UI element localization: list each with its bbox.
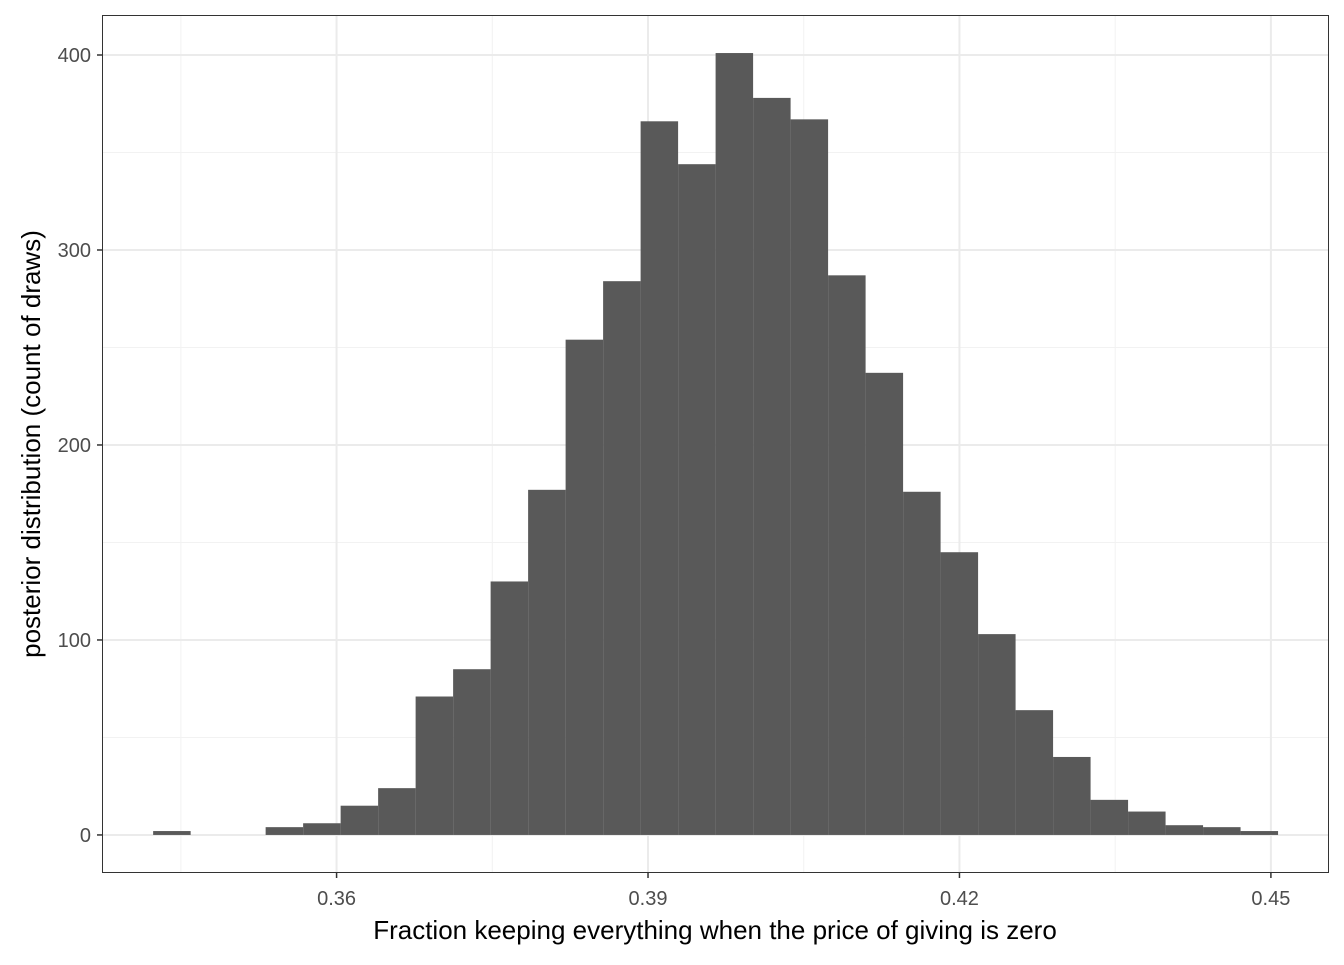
histogram-bar — [378, 788, 416, 835]
histogram-bar — [340, 805, 379, 835]
histogram-bar — [790, 119, 829, 835]
x-axis: 0.36 0.39 0.42 0.45 — [317, 872, 1290, 910]
histogram-bar — [715, 53, 754, 835]
y-tick-label: 300 — [58, 240, 91, 262]
y-tick-label: 0 — [80, 825, 91, 847]
plot-panel-border — [102, 15, 1329, 873]
y-axis-title: posterior distribution (count of draws) — [16, 230, 46, 658]
histogram-bar — [1015, 710, 1054, 835]
x-axis-title: Fraction keeping everything when the pri… — [373, 915, 1057, 945]
histogram-bar — [678, 164, 716, 835]
histogram-bar — [978, 634, 1016, 835]
x-tick-label: 0.45 — [1251, 888, 1290, 910]
histogram-bar — [265, 827, 304, 835]
histogram-bar — [1165, 825, 1204, 835]
histogram-bar — [865, 372, 904, 835]
histogram-bar — [453, 669, 491, 835]
histogram-bar — [903, 491, 941, 835]
x-tick-label: 0.39 — [629, 888, 668, 910]
histogram-bar — [1128, 811, 1166, 835]
histogram-bar — [565, 339, 604, 835]
histogram-bar — [490, 581, 529, 835]
y-tick-label: 400 — [58, 45, 91, 67]
x-tick-label: 0.42 — [940, 888, 979, 910]
histogram-bar — [303, 823, 341, 835]
histogram-bar — [1090, 799, 1129, 835]
x-tick-label: 0.36 — [317, 888, 356, 910]
histogram-bar — [940, 552, 979, 835]
y-tick-label: 200 — [58, 435, 91, 457]
y-axis: 0 100 200 300 400 — [58, 45, 103, 847]
histogram-bar — [1053, 756, 1091, 835]
histogram-bar — [153, 831, 191, 835]
histogram-bar — [1203, 827, 1241, 835]
histogram-bar — [640, 121, 679, 835]
histogram-bar — [415, 696, 454, 835]
histogram-bar — [603, 281, 641, 835]
histogram-bar — [1240, 831, 1279, 835]
histogram-bar — [828, 275, 866, 835]
histogram-bar — [528, 489, 566, 835]
y-tick-label: 100 — [58, 630, 91, 652]
histogram-bars — [153, 53, 1279, 835]
histogram-bar — [753, 97, 791, 835]
